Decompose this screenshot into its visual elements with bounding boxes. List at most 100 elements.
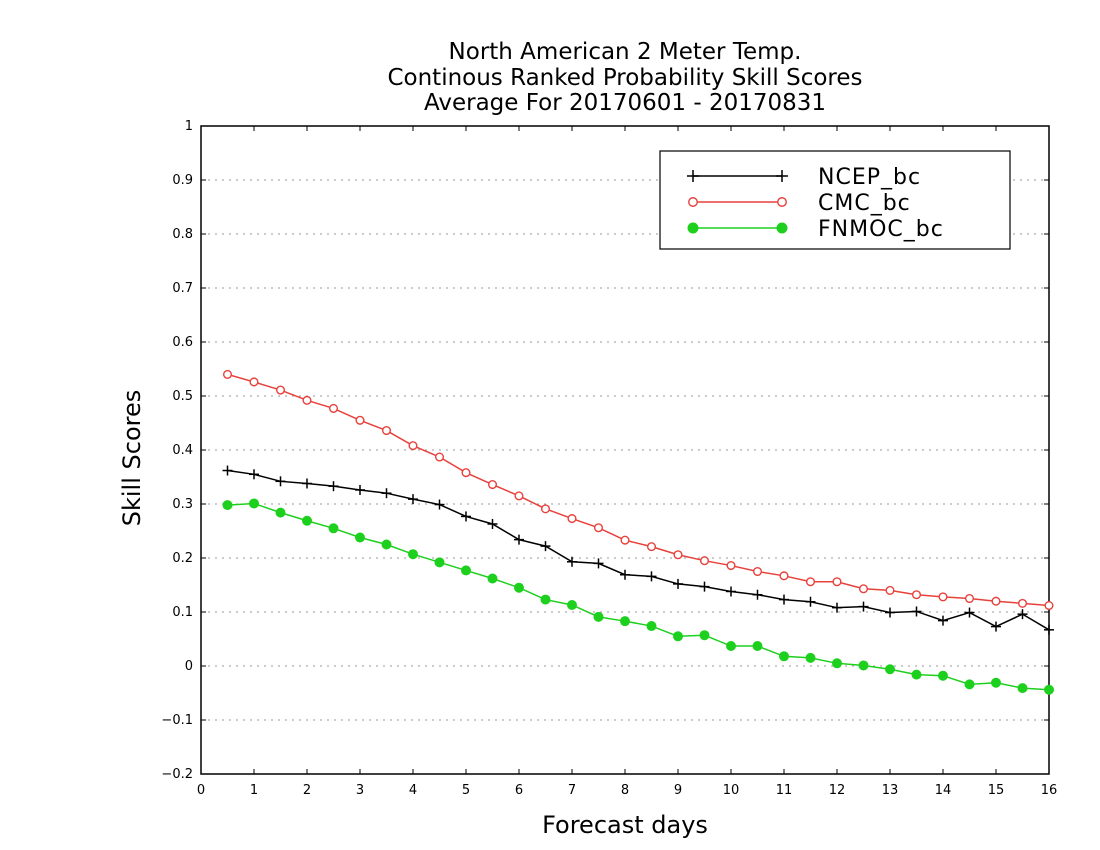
data-point-filled-circle	[487, 573, 498, 584]
data-point-filled-circle	[302, 515, 312, 526]
data-point-filled-circle	[275, 507, 286, 518]
title-line-2: Continous Ranked Probability Skill Score…	[387, 65, 862, 91]
data-point-filled-circle	[593, 611, 604, 622]
data-point-open-circle	[1044, 600, 1054, 611]
data-point-plus	[1044, 624, 1054, 635]
data-point-filled-circle	[911, 669, 922, 680]
data-point-plus	[964, 607, 975, 618]
data-point-plus	[302, 478, 312, 489]
x-axis-label: Forecast days	[542, 811, 708, 839]
x-tick-label: 8	[621, 783, 629, 798]
data-point-filled-circle	[779, 651, 789, 662]
data-point-plus	[1017, 609, 1028, 620]
data-point-plus	[646, 571, 657, 582]
y-tick-label: 0.8	[172, 227, 193, 242]
data-point-plus	[858, 601, 869, 612]
legend-item: CMC_bc	[688, 191, 910, 216]
data-point-open-circle	[302, 395, 312, 405]
data-point-open-circle	[567, 514, 577, 524]
data-point-open-circle	[514, 491, 524, 501]
data-point-plus	[514, 534, 524, 545]
data-point-plus	[805, 596, 816, 607]
y-tick-label: 0.9	[172, 173, 193, 188]
x-tick-label: 10	[723, 783, 740, 798]
series-line	[227, 469, 1050, 631]
data-point-plus	[249, 469, 259, 480]
data-point-open-circle	[779, 571, 789, 581]
data-point-open-circle	[620, 535, 630, 545]
x-tick-label: 14	[935, 783, 952, 798]
data-point-open-circle	[885, 585, 895, 595]
x-tick-label: 5	[462, 783, 470, 798]
data-point-filled-circle	[885, 664, 895, 675]
data-point-filled-circle	[938, 670, 948, 681]
data-point-plus	[408, 494, 418, 505]
data-point-plus	[673, 578, 683, 589]
data-point-filled-circle	[646, 621, 657, 632]
series-layer	[222, 369, 1054, 695]
data-point-filled-circle	[355, 532, 365, 543]
data-point-plus	[726, 586, 736, 597]
data-point-open-circle	[726, 561, 736, 571]
title-line-1: North American 2 Meter Temp.	[449, 39, 802, 65]
data-point-filled-circle	[434, 557, 445, 568]
data-point-plus	[328, 481, 339, 492]
x-tick-label: 0	[197, 783, 205, 798]
data-point-filled-circle	[540, 594, 551, 605]
legend-item: NCEP_bc	[687, 165, 920, 190]
data-point-filled-circle	[699, 630, 710, 641]
data-point-open-circle	[805, 577, 816, 587]
y-tick-label: 0	[185, 659, 193, 674]
data-point-filled-circle	[222, 500, 233, 511]
data-point-filled-circle	[832, 658, 842, 669]
data-point-open-circle	[275, 385, 286, 395]
data-point-open-circle	[222, 369, 233, 379]
data-point-plus	[776, 170, 788, 182]
data-point-open-circle	[434, 452, 445, 462]
x-tick-label: 3	[356, 783, 364, 798]
data-point-plus	[593, 558, 604, 569]
data-point-filled-circle	[776, 222, 788, 234]
data-point-open-circle	[991, 596, 1001, 606]
data-point-plus	[911, 606, 922, 617]
x-tick-label: 13	[882, 783, 899, 798]
data-point-open-circle	[355, 415, 365, 425]
axis-ticks: −0.2−0.100.10.20.30.40.50.60.70.80.910 1 2…	[161, 119, 1057, 798]
data-point-filled-circle	[991, 677, 1001, 688]
data-point-filled-circle	[328, 523, 339, 534]
data-point-open-circle	[938, 592, 948, 602]
legend-label: FNMOC_bc	[818, 217, 944, 242]
data-point-filled-circle	[381, 539, 392, 550]
title-line-3: Average For 20170601 - 20170831	[424, 90, 826, 116]
data-point-plus	[779, 594, 789, 605]
data-point-open-circle	[1017, 598, 1028, 608]
legend-box	[659, 150, 1011, 250]
data-point-filled-circle	[1044, 684, 1054, 695]
data-point-open-circle	[911, 590, 922, 600]
data-point-open-circle	[593, 523, 604, 533]
series-fnmoc-bc	[222, 498, 1054, 695]
data-point-open-circle	[540, 504, 551, 514]
y-tick-label: 1	[185, 119, 193, 134]
x-tick-label: 6	[515, 783, 523, 798]
data-point-open-circle	[699, 556, 710, 566]
series-line	[227, 502, 1050, 691]
data-point-plus	[567, 556, 577, 567]
x-tick-label: 11	[776, 783, 793, 798]
x-tick-label: 15	[988, 783, 1005, 798]
legend-item: FNMOC_bc	[687, 217, 944, 242]
data-point-plus	[355, 484, 365, 495]
data-point-filled-circle	[408, 549, 418, 560]
data-point-open-circle	[964, 593, 975, 604]
data-point-plus	[687, 170, 699, 182]
data-point-open-circle	[249, 377, 259, 387]
data-point-open-circle	[752, 566, 763, 577]
data-point-plus	[938, 615, 948, 626]
y-tick-label: 0.7	[172, 281, 193, 296]
y-tick-label: −0.2	[161, 767, 193, 782]
data-point-open-circle	[487, 480, 498, 490]
grid-lines	[201, 179, 1049, 721]
data-point-filled-circle	[805, 652, 816, 663]
data-point-open-circle	[328, 403, 339, 413]
